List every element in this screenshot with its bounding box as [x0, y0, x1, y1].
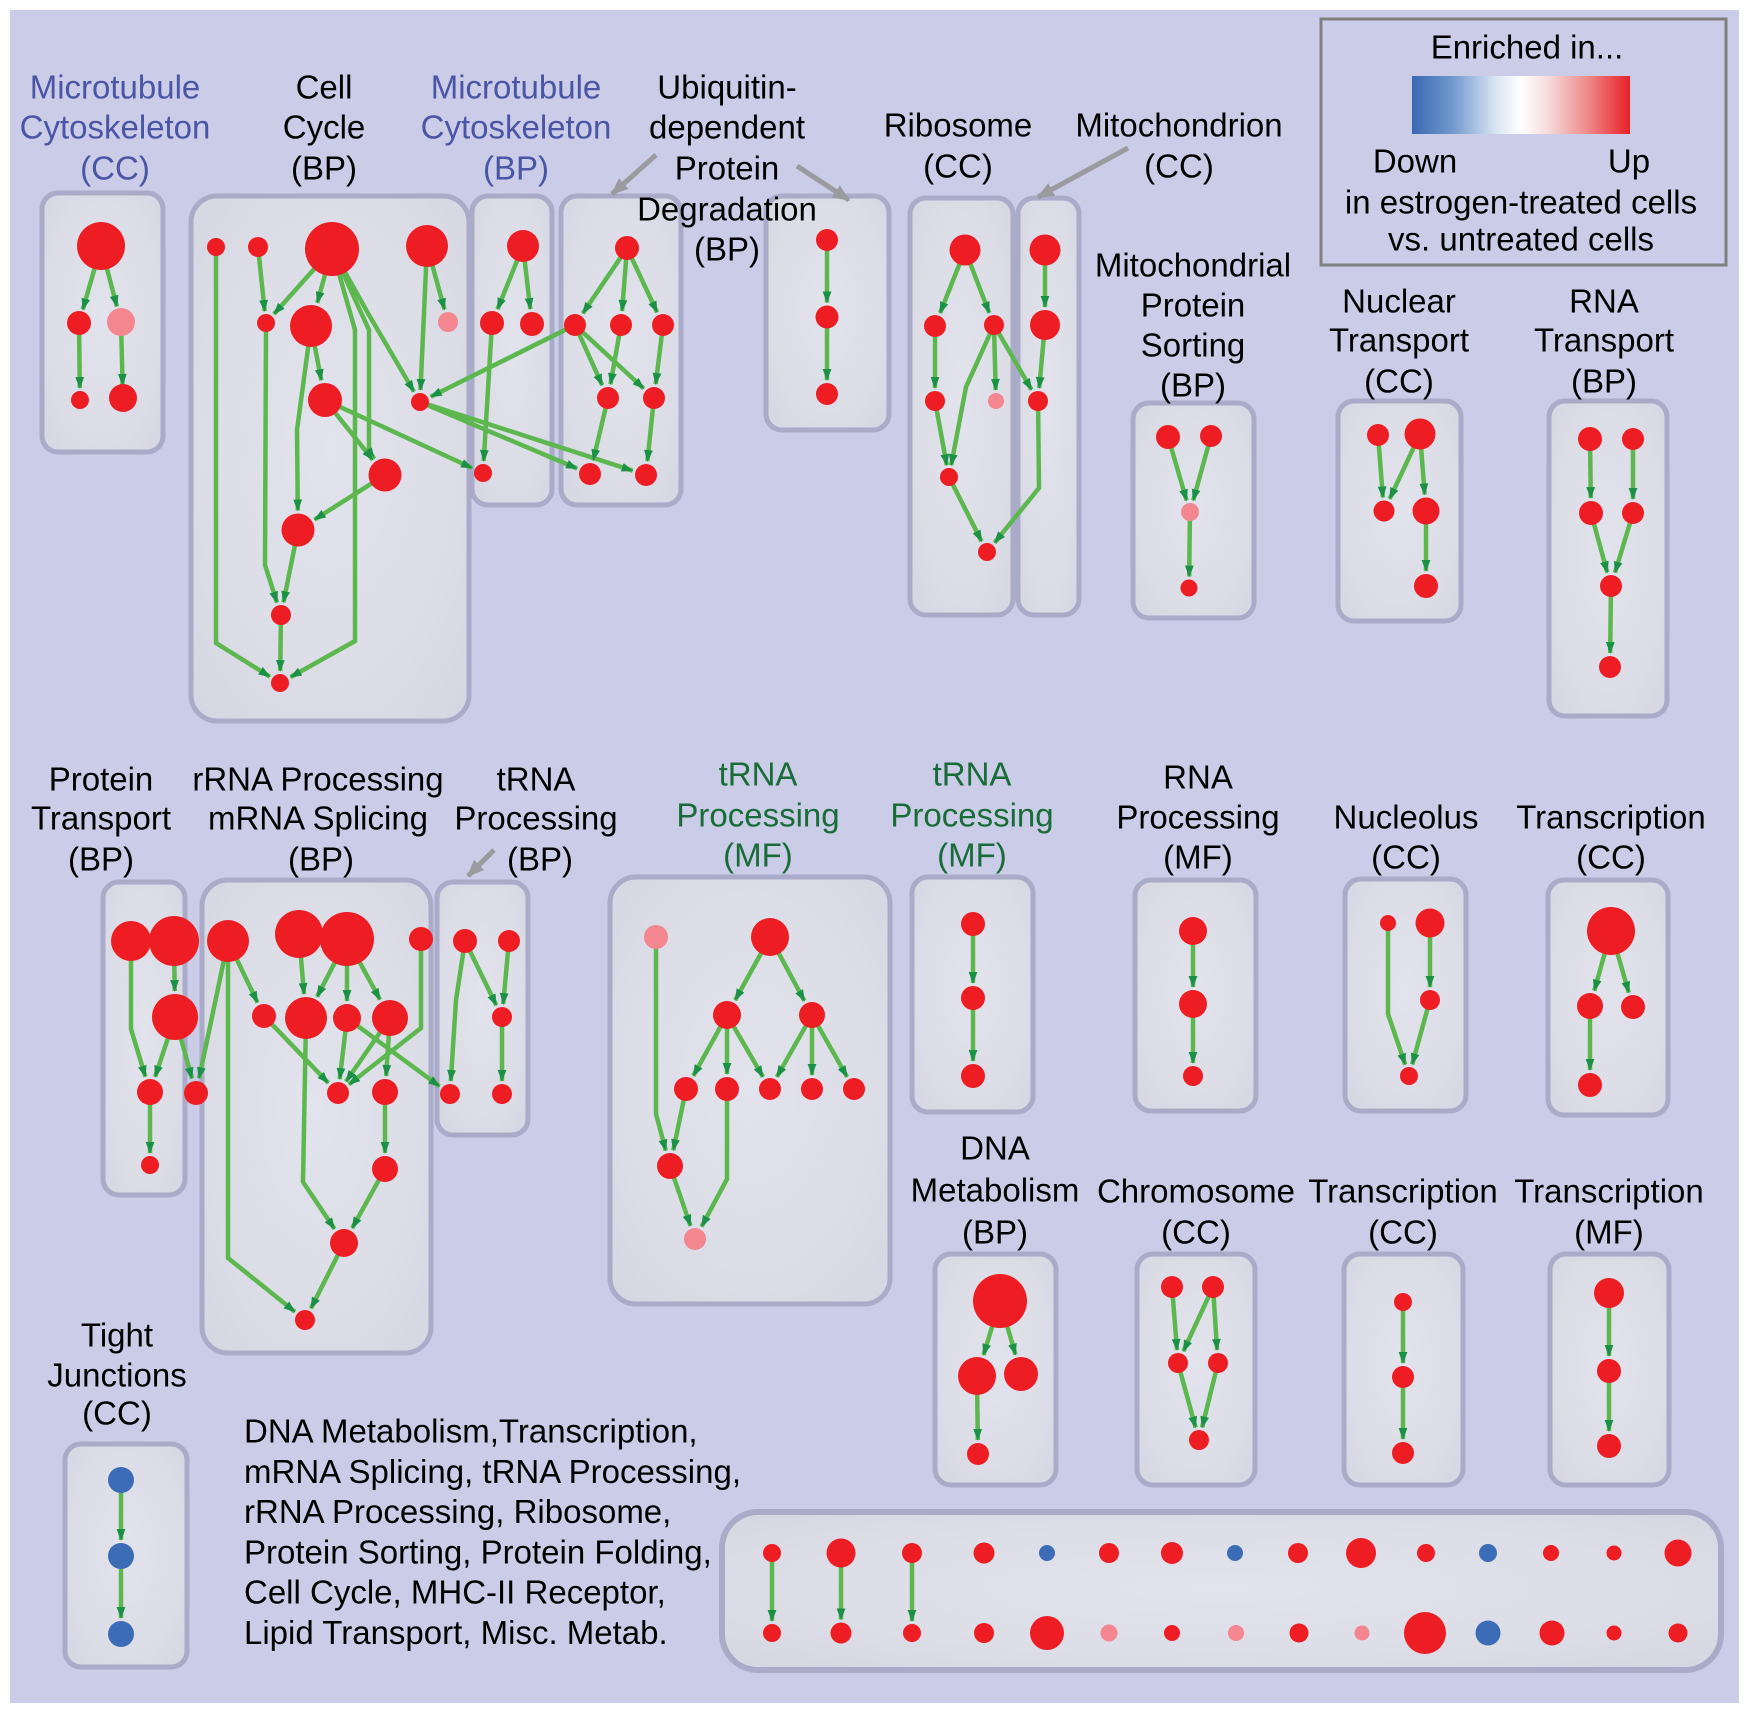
svg-text:Down: Down	[1373, 143, 1457, 180]
svg-text:(CC): (CC)	[1371, 839, 1441, 876]
svg-text:(CC): (CC)	[1161, 1214, 1231, 1251]
svg-text:Microtubule: Microtubule	[431, 69, 602, 106]
svg-text:Processing: Processing	[676, 797, 839, 834]
svg-text:Cell Cycle, MHC-II Receptor,: Cell Cycle, MHC-II Receptor,	[244, 1574, 666, 1611]
svg-text:Protein Sorting, Protein Foldi: Protein Sorting, Protein Folding,	[244, 1533, 712, 1570]
svg-text:Processing: Processing	[1116, 799, 1279, 836]
svg-text:Transcription: Transcription	[1308, 1173, 1498, 1210]
svg-text:Transport: Transport	[1329, 322, 1469, 359]
svg-text:mRNA Splicing, tRNA Processing: mRNA Splicing, tRNA Processing,	[244, 1453, 741, 1490]
svg-text:Transport: Transport	[1534, 322, 1674, 359]
svg-text:Cytoskeleton: Cytoskeleton	[20, 109, 211, 146]
svg-text:(BP): (BP)	[288, 841, 354, 878]
svg-text:(CC): (CC)	[1368, 1214, 1438, 1251]
svg-text:Protein: Protein	[49, 761, 154, 798]
svg-text:Cytoskeleton: Cytoskeleton	[421, 109, 612, 146]
svg-text:(CC): (CC)	[1576, 839, 1646, 876]
svg-text:Enriched in...: Enriched in...	[1431, 29, 1624, 66]
svg-text:vs. untreated cells: vs. untreated cells	[1388, 221, 1654, 258]
svg-text:Cycle: Cycle	[283, 109, 366, 146]
svg-text:(MF): (MF)	[1163, 839, 1233, 876]
svg-text:mRNA Splicing: mRNA Splicing	[208, 800, 428, 837]
svg-text:Metabolism: Metabolism	[911, 1172, 1080, 1209]
svg-text:DNA: DNA	[960, 1130, 1030, 1167]
svg-text:(CC): (CC)	[923, 148, 993, 185]
svg-text:(BP): (BP)	[1571, 363, 1637, 400]
svg-text:RNA: RNA	[1163, 759, 1233, 796]
svg-text:Junctions: Junctions	[47, 1357, 186, 1394]
svg-text:(CC): (CC)	[1144, 148, 1214, 185]
svg-text:(BP): (BP)	[694, 231, 760, 268]
svg-text:Processing: Processing	[890, 797, 1053, 834]
svg-text:Lipid Transport, Misc. Metab.: Lipid Transport, Misc. Metab.	[244, 1614, 668, 1651]
svg-text:(BP): (BP)	[507, 841, 573, 878]
svg-text:Tight: Tight	[81, 1317, 153, 1354]
svg-text:Processing: Processing	[454, 800, 617, 837]
svg-text:(CC): (CC)	[1364, 363, 1434, 400]
svg-text:(BP): (BP)	[483, 150, 549, 187]
svg-text:Up: Up	[1608, 143, 1650, 180]
svg-text:(BP): (BP)	[291, 150, 357, 187]
svg-text:(CC): (CC)	[82, 1395, 152, 1432]
svg-text:(MF): (MF)	[1574, 1214, 1644, 1251]
svg-text:Sorting: Sorting	[1141, 327, 1246, 364]
svg-text:Protein: Protein	[1141, 287, 1246, 324]
svg-text:(MF): (MF)	[937, 837, 1007, 874]
svg-text:Cell: Cell	[296, 69, 353, 106]
svg-text:tRNA: tRNA	[497, 761, 576, 798]
svg-text:rRNA Processing, Ribosome,: rRNA Processing, Ribosome,	[244, 1493, 671, 1530]
svg-text:Transcription: Transcription	[1516, 799, 1706, 836]
svg-text:rRNA Processing: rRNA Processing	[192, 761, 443, 798]
svg-text:(CC): (CC)	[80, 150, 150, 187]
svg-text:Ubiquitin-: Ubiquitin-	[657, 69, 796, 106]
svg-text:Nucleolus: Nucleolus	[1334, 799, 1479, 836]
svg-text:DNA Metabolism,Transcription,: DNA Metabolism,Transcription,	[244, 1413, 698, 1450]
svg-text:tRNA: tRNA	[933, 756, 1012, 793]
svg-text:(BP): (BP)	[1160, 367, 1226, 404]
svg-text:RNA: RNA	[1569, 283, 1639, 320]
svg-text:Degradation: Degradation	[637, 191, 817, 228]
svg-text:dependent: dependent	[649, 109, 805, 146]
svg-text:(MF): (MF)	[723, 837, 793, 874]
svg-text:Transcription: Transcription	[1514, 1173, 1704, 1210]
svg-text:Protein: Protein	[675, 150, 780, 187]
svg-text:Chromosome: Chromosome	[1097, 1173, 1295, 1210]
svg-text:(BP): (BP)	[68, 841, 134, 878]
svg-text:tRNA: tRNA	[719, 756, 798, 793]
svg-text:Transport: Transport	[31, 800, 171, 837]
svg-text:(BP): (BP)	[962, 1214, 1028, 1251]
svg-text:Nuclear: Nuclear	[1342, 283, 1456, 320]
svg-text:Mitochondrion: Mitochondrion	[1075, 107, 1282, 144]
svg-text:in estrogen-treated cells: in estrogen-treated cells	[1345, 184, 1697, 221]
svg-text:Microtubule: Microtubule	[30, 69, 201, 106]
svg-text:Mitochondrial: Mitochondrial	[1095, 247, 1291, 284]
svg-text:Ribosome: Ribosome	[884, 107, 1033, 144]
